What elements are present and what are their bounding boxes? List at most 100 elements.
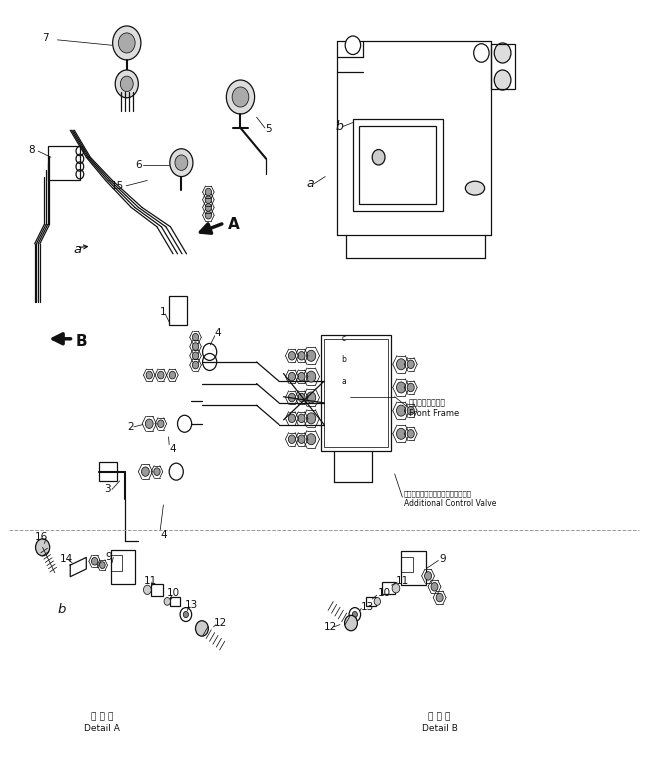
Circle shape <box>436 594 443 602</box>
Text: フロントフレーム: フロントフレーム <box>409 398 446 408</box>
Circle shape <box>307 350 316 361</box>
Text: 11: 11 <box>396 576 409 586</box>
Text: 12: 12 <box>213 618 227 628</box>
Bar <box>382 582 395 594</box>
Text: Detail B: Detail B <box>422 724 457 734</box>
Bar <box>48 145 80 180</box>
Circle shape <box>143 585 151 594</box>
Text: 8: 8 <box>29 145 35 155</box>
Circle shape <box>91 557 98 565</box>
Circle shape <box>298 393 305 401</box>
Text: 4: 4 <box>169 444 176 454</box>
Bar <box>321 335 391 450</box>
Circle shape <box>288 393 295 401</box>
Circle shape <box>164 598 170 605</box>
Bar <box>111 555 122 570</box>
Circle shape <box>226 80 255 114</box>
Circle shape <box>298 352 305 360</box>
Text: 6: 6 <box>135 160 142 170</box>
Circle shape <box>154 468 160 475</box>
Circle shape <box>205 212 211 219</box>
Circle shape <box>119 33 135 53</box>
Circle shape <box>298 435 305 443</box>
Circle shape <box>192 342 199 350</box>
Circle shape <box>397 428 406 440</box>
Circle shape <box>170 149 193 177</box>
Text: 11: 11 <box>144 576 157 586</box>
Circle shape <box>407 360 414 369</box>
Bar <box>353 118 443 212</box>
Circle shape <box>494 70 511 90</box>
Circle shape <box>36 539 50 555</box>
Text: a: a <box>306 177 314 190</box>
Circle shape <box>307 371 316 382</box>
Bar <box>111 550 135 584</box>
Text: 9: 9 <box>439 554 446 564</box>
Circle shape <box>192 352 199 359</box>
Bar <box>365 597 376 606</box>
Circle shape <box>205 204 211 212</box>
Text: 5: 5 <box>265 124 272 135</box>
Text: 2: 2 <box>127 422 133 432</box>
Text: b: b <box>58 603 65 615</box>
Circle shape <box>407 384 414 391</box>
Text: Additional Control Valve: Additional Control Valve <box>404 499 496 508</box>
Circle shape <box>288 373 295 381</box>
Circle shape <box>424 572 432 580</box>
Circle shape <box>397 382 406 393</box>
Circle shape <box>407 406 414 415</box>
Circle shape <box>494 43 511 63</box>
Circle shape <box>192 361 199 369</box>
Circle shape <box>345 615 358 631</box>
Circle shape <box>298 414 305 422</box>
Text: b: b <box>336 120 343 133</box>
Circle shape <box>121 76 133 92</box>
Bar <box>401 556 413 572</box>
Text: 7: 7 <box>43 33 49 43</box>
Bar <box>360 126 436 204</box>
Circle shape <box>372 149 385 165</box>
Circle shape <box>113 26 141 60</box>
Circle shape <box>288 414 295 422</box>
Text: 1: 1 <box>159 307 166 317</box>
Text: a: a <box>73 244 82 257</box>
Bar <box>170 597 180 606</box>
Text: 14: 14 <box>60 554 73 564</box>
Text: アディショナルコントロールバルブ: アディショナルコントロールバルブ <box>404 490 472 496</box>
Circle shape <box>157 420 164 428</box>
Bar <box>401 552 426 585</box>
Text: 9: 9 <box>106 552 112 562</box>
Bar <box>150 584 163 596</box>
Circle shape <box>374 598 380 605</box>
Circle shape <box>431 583 438 591</box>
Text: A: A <box>227 217 239 232</box>
Circle shape <box>392 584 400 593</box>
Bar <box>168 296 187 325</box>
Circle shape <box>307 413 316 424</box>
Circle shape <box>141 467 149 476</box>
Circle shape <box>115 70 138 98</box>
Text: 15: 15 <box>111 180 124 191</box>
Text: 13: 13 <box>362 602 375 612</box>
Text: B: B <box>75 334 87 349</box>
Bar <box>99 462 117 481</box>
Circle shape <box>175 155 188 170</box>
Text: c: c <box>341 334 345 342</box>
Text: 16: 16 <box>35 532 48 542</box>
Circle shape <box>196 621 209 636</box>
Text: 4: 4 <box>160 530 167 540</box>
Circle shape <box>205 188 211 196</box>
Text: Ａ 詳 細: Ａ 詳 細 <box>91 713 113 722</box>
Bar <box>324 338 388 447</box>
Text: 13: 13 <box>185 601 198 610</box>
Circle shape <box>298 373 305 381</box>
Text: 10: 10 <box>377 588 391 598</box>
Circle shape <box>183 612 189 618</box>
Text: Ｂ 詳 細: Ｂ 詳 細 <box>428 713 451 722</box>
Circle shape <box>146 371 152 379</box>
Circle shape <box>288 435 295 443</box>
Circle shape <box>100 562 105 569</box>
Circle shape <box>397 405 406 416</box>
Text: 4: 4 <box>214 328 222 338</box>
Circle shape <box>353 612 358 618</box>
